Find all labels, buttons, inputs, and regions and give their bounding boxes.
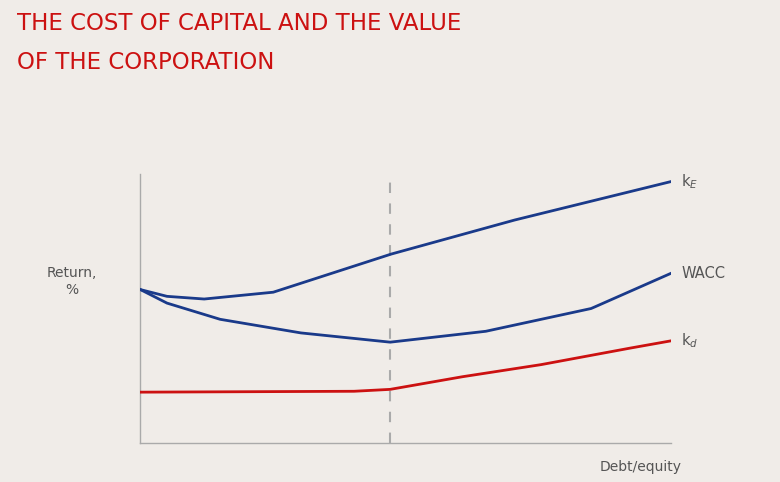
Text: Return,
%: Return, % [46, 267, 97, 296]
Text: k$_d$: k$_d$ [682, 332, 699, 350]
Text: THE COST OF CAPITAL AND THE VALUE: THE COST OF CAPITAL AND THE VALUE [17, 12, 462, 35]
Text: OF THE CORPORATION: OF THE CORPORATION [17, 51, 275, 74]
Text: k$_E$: k$_E$ [682, 172, 698, 191]
Text: Debt/equity: Debt/equity [599, 460, 682, 474]
Text: WACC: WACC [682, 266, 725, 281]
